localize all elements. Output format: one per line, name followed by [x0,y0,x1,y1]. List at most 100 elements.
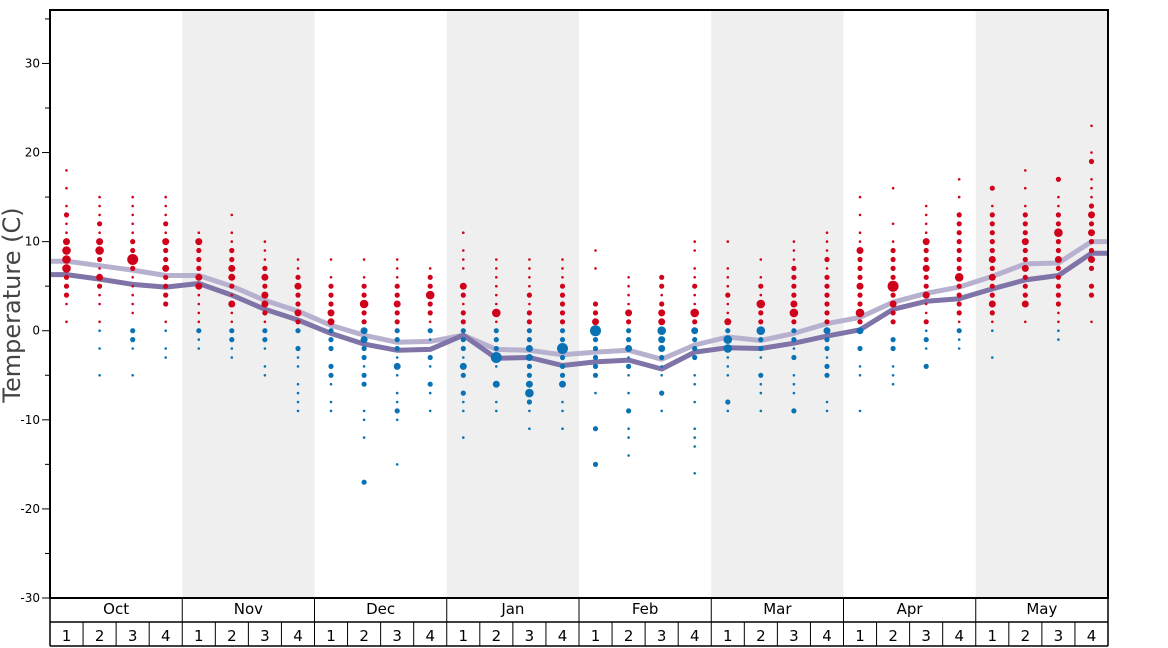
cold-dot [559,354,566,361]
warm-dot [989,265,995,271]
warm-dot [428,320,432,324]
week-label: 4 [690,627,700,645]
warm-dot [1088,292,1095,298]
warm-dot [1088,229,1095,237]
warm-dot [956,292,962,298]
warm-dot [427,274,433,280]
cold-dot [627,436,630,439]
cold-dot [791,337,797,343]
warm-dot [528,302,531,306]
warm-dot [692,319,698,325]
week-label: 4 [161,627,171,645]
cold-dot [296,356,300,359]
cold-dot [360,336,368,344]
cold-dot [328,345,334,352]
warm-dot [164,231,167,234]
warm-dot [261,273,269,281]
cold-dot [131,374,134,377]
warm-dot [164,204,167,208]
cold-dot [495,365,498,368]
warm-dot [328,283,334,289]
warm-dot [1022,230,1028,236]
warm-dot [923,247,929,254]
warm-dot [725,292,731,298]
warm-dot [660,293,663,297]
cold-dot [626,337,632,343]
warm-dot [988,300,996,308]
cold-dot [1057,329,1060,333]
warm-dot [889,300,897,308]
warm-dot [528,276,531,279]
warm-dot [295,292,301,298]
cold-dot [559,380,566,388]
cold-dot [328,363,334,369]
cold-dot [493,328,499,334]
cold-dot [427,328,433,334]
cold-dot [626,328,632,334]
warm-dot [196,256,202,263]
warm-dot [296,258,300,261]
warm-dot [229,247,235,254]
cold-dot [229,328,235,334]
warm-dot [857,265,863,271]
cold-dot [923,363,929,369]
warm-dot [230,293,234,297]
cold-dot [590,325,601,337]
warm-dot [791,265,797,271]
week-label: 1 [591,627,601,645]
month-label: May [1026,600,1057,618]
cold-dot [792,347,796,350]
warm-dot [954,273,964,282]
warm-dot [956,230,962,236]
warm-dot [957,320,961,324]
cold-dot [559,372,566,378]
warm-dot [726,267,730,270]
warm-dot [98,293,101,297]
warm-dot [1088,265,1095,271]
warm-dot [592,301,599,307]
warm-dot [395,276,399,279]
warm-dot [693,302,696,306]
cold-dot [131,347,134,350]
warm-dot [989,292,995,298]
cold-dot [526,328,533,334]
month-label: Nov [234,600,263,618]
cold-dot [592,337,599,343]
warm-dot [1057,195,1060,199]
warm-dot [98,195,101,199]
week-label: 2 [359,627,369,645]
warm-dot [230,240,234,243]
warm-dot [163,301,169,307]
warm-dot [890,292,896,298]
warm-dot [1090,195,1093,199]
cold-dot [525,380,533,388]
warm-dot [824,310,830,316]
average-lines [50,239,1108,372]
warm-dot [559,310,566,316]
warm-dot [693,267,696,270]
warm-dot [1057,311,1060,315]
warm-dot [1054,228,1063,237]
week-label: 3 [128,627,138,645]
warm-dot [658,318,666,326]
warm-dot [924,231,928,234]
cold-dot [693,472,696,475]
warm-dot [858,240,862,243]
warm-dot [857,301,863,307]
cold-dot [526,399,533,405]
warm-dot [988,256,996,263]
cold-dot [262,328,268,334]
week-label: 4 [425,627,435,645]
cold-dot [891,374,895,377]
warm-dot [989,221,995,227]
warm-dot [131,195,134,199]
average-high-line [50,239,1108,362]
warm-dot [625,309,633,317]
warm-dot [164,213,167,217]
cold-dot [626,363,632,369]
warm-dot [1088,203,1095,209]
warm-dot [989,239,995,245]
cold-dot [758,345,764,352]
cold-dot [626,408,632,414]
cold-dot [460,328,466,334]
